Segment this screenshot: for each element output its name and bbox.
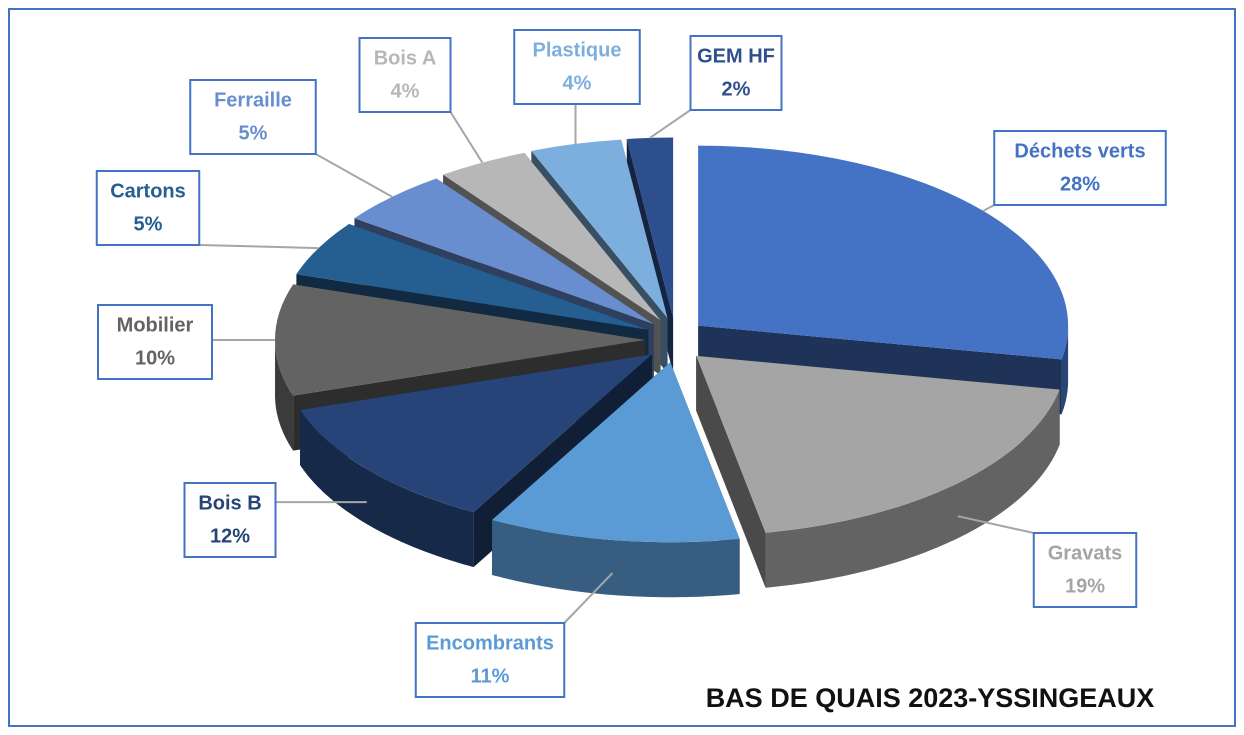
label-category: Cartons bbox=[110, 180, 186, 202]
slice-top bbox=[626, 137, 674, 318]
slice-top bbox=[299, 354, 652, 513]
label-category: Ferraille bbox=[214, 89, 292, 111]
data-labels: Déchets verts 28% Gravats 19% Encombrants 11%… bbox=[95, 29, 1167, 698]
slice-wall bbox=[492, 519, 740, 598]
pie bbox=[275, 137, 1069, 598]
slice-wall bbox=[765, 389, 1060, 588]
slice-top bbox=[275, 284, 645, 396]
label-category: Encombrants bbox=[426, 632, 554, 654]
label-value: 19% bbox=[1065, 575, 1105, 597]
label-value: 2% bbox=[722, 78, 751, 100]
label-box bbox=[189, 79, 317, 155]
label-box bbox=[993, 130, 1167, 206]
label-value: 4% bbox=[563, 72, 592, 94]
label-category: GEM HF bbox=[697, 45, 775, 67]
slice-top bbox=[698, 145, 1069, 360]
label-box bbox=[95, 170, 201, 246]
slice-wall bbox=[275, 337, 294, 451]
slice-top bbox=[531, 139, 668, 319]
label-category: Plastique bbox=[533, 39, 622, 61]
label-box bbox=[513, 29, 641, 105]
label-box bbox=[358, 37, 452, 113]
slice-wall bbox=[1061, 323, 1069, 415]
label-value: 4% bbox=[391, 80, 420, 102]
slice bbox=[696, 355, 1060, 588]
leader-line bbox=[199, 244, 319, 250]
label-value: 11% bbox=[471, 665, 510, 687]
label-box bbox=[1032, 532, 1138, 608]
leader-line bbox=[563, 572, 614, 624]
slice-top bbox=[443, 152, 661, 321]
leader-line bbox=[449, 111, 484, 164]
label-box bbox=[183, 482, 277, 558]
slice-side bbox=[696, 355, 766, 588]
leader-line bbox=[982, 204, 995, 212]
label-box bbox=[414, 622, 566, 698]
label-category: Déchets verts bbox=[1014, 140, 1145, 162]
label-value: 5% bbox=[239, 122, 268, 144]
label-value: 10% bbox=[135, 347, 175, 369]
slice-wall bbox=[299, 409, 474, 568]
slice-top bbox=[492, 362, 740, 543]
label-category: Mobilier bbox=[117, 314, 194, 336]
label-category: Gravats bbox=[1048, 542, 1123, 564]
slice-top bbox=[696, 355, 1060, 533]
slice-top bbox=[296, 223, 649, 330]
leader-line bbox=[957, 515, 1034, 534]
label-value: 5% bbox=[134, 213, 163, 235]
label-category: Bois A bbox=[374, 47, 437, 69]
leader-line bbox=[315, 153, 393, 198]
label-box bbox=[97, 304, 213, 380]
chart-title: BAS DE QUAIS 2023-YSSINGEAUX bbox=[706, 683, 1155, 713]
label-value: 12% bbox=[210, 525, 250, 547]
label-value: 28% bbox=[1060, 173, 1100, 195]
slice-top bbox=[354, 178, 654, 325]
slice bbox=[492, 362, 740, 598]
leader-line bbox=[649, 109, 692, 139]
label-category: Bois B bbox=[198, 492, 261, 514]
label-box bbox=[689, 35, 783, 111]
